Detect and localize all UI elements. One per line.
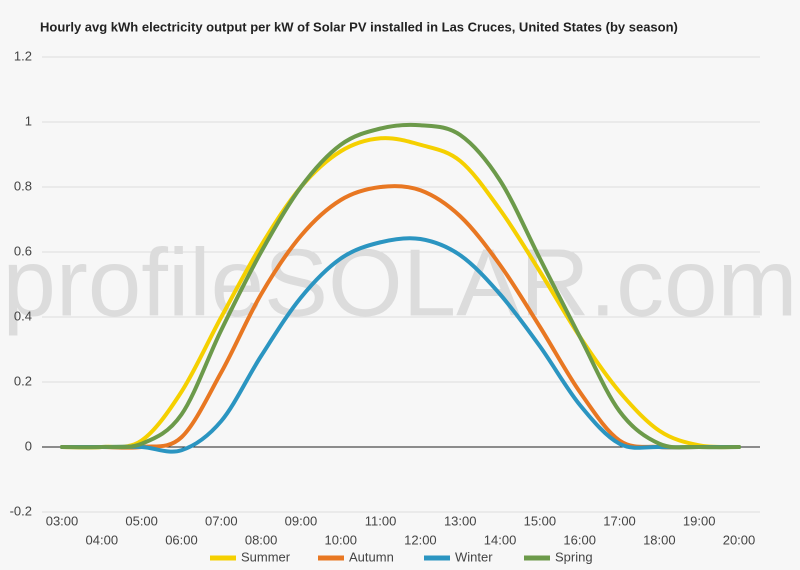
series-line bbox=[60, 136, 741, 450]
x-tick-label: 16:00 bbox=[563, 532, 596, 547]
y-tick-label: 0 bbox=[25, 438, 32, 453]
y-tick-label: 0.8 bbox=[14, 178, 32, 193]
y-tick-label: -0.2 bbox=[10, 503, 32, 518]
x-tick-label: 15:00 bbox=[524, 513, 557, 528]
x-tick-label: 20:00 bbox=[723, 532, 756, 547]
series-line bbox=[60, 184, 741, 450]
x-tick-label: 06:00 bbox=[165, 532, 198, 547]
x-tick-label: 08:00 bbox=[245, 532, 278, 547]
x-tick-label: 14:00 bbox=[484, 532, 517, 547]
x-tick-label: 11:00 bbox=[365, 513, 397, 528]
legend-label: Autumn bbox=[349, 549, 394, 564]
x-tick-label: 03:00 bbox=[46, 513, 79, 528]
legend-label: Spring bbox=[555, 549, 593, 564]
y-tick-label: 1 bbox=[25, 113, 32, 128]
series-line bbox=[60, 236, 741, 454]
watermark: profileSOLAR.com bbox=[3, 229, 798, 336]
x-tick-label: 18:00 bbox=[643, 532, 676, 547]
legend-label: Winter bbox=[455, 549, 493, 564]
x-tick-label: 07:00 bbox=[205, 513, 238, 528]
x-tick-label: 09:00 bbox=[285, 513, 318, 528]
y-tick-label: 1.2 bbox=[14, 48, 32, 63]
x-tick-label: 04:00 bbox=[86, 532, 119, 547]
y-tick-label: 0.4 bbox=[14, 308, 32, 323]
y-tick-label: 0.2 bbox=[14, 373, 32, 388]
series-line bbox=[60, 122, 741, 450]
x-tick-label: 12:00 bbox=[404, 532, 437, 547]
legend-label: Summer bbox=[241, 549, 291, 564]
x-tick-label: 19:00 bbox=[683, 513, 716, 528]
y-tick-label: 0.6 bbox=[14, 243, 32, 258]
x-tick-label: 05:00 bbox=[125, 513, 158, 528]
x-tick-label: 17:00 bbox=[603, 513, 636, 528]
x-tick-label: 10:00 bbox=[324, 532, 357, 547]
x-tick-label: 13:00 bbox=[444, 513, 477, 528]
chart-title: Hourly avg kWh electricity output per kW… bbox=[40, 19, 678, 34]
